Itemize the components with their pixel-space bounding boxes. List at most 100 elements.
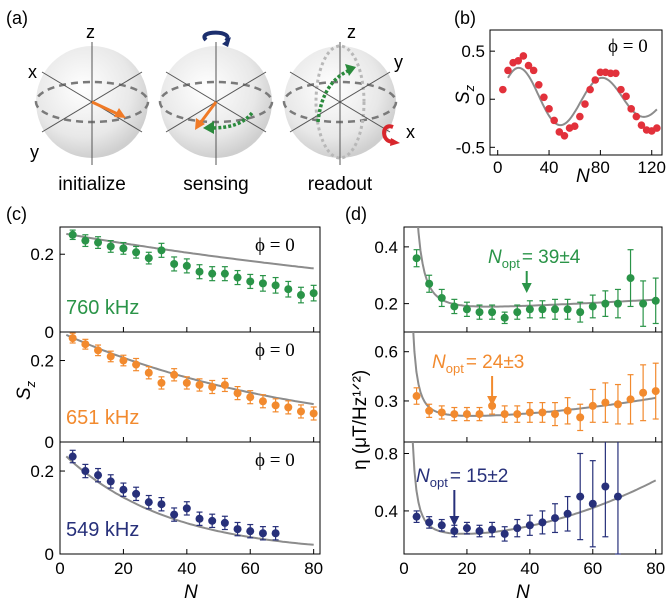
data-point (450, 410, 459, 419)
axis-label-z: z (86, 22, 95, 42)
x-tick-label: 0 (493, 158, 502, 177)
data-point (170, 510, 179, 519)
data-point (309, 409, 318, 418)
data-point (576, 413, 585, 422)
phi-annotation: ϕ = 0 (255, 450, 295, 471)
data-point (500, 410, 509, 419)
y-axis-label-subscript: z (23, 380, 38, 388)
data-point (637, 121, 646, 129)
x-tick-label: 20 (457, 559, 476, 578)
y-tick-label: 0.8 (374, 444, 398, 463)
frequency-label: 760 kHz (66, 297, 139, 319)
data-point (529, 66, 538, 75)
x-tick-label: 60 (583, 559, 602, 578)
caption-readout: readout (308, 174, 373, 195)
data-point (499, 85, 507, 94)
n-opt-arrow-head (521, 283, 532, 293)
data-point (651, 296, 660, 305)
y-tick-label: -0.5 (456, 138, 485, 157)
x-tick-label: 80 (304, 559, 323, 578)
panel-label-d: (d) (345, 204, 367, 224)
n-opt-subscript: opt (446, 361, 464, 376)
data-point (182, 504, 191, 513)
data-point (258, 397, 267, 406)
n-opt-value: = 24±3 (466, 352, 525, 373)
data-point (462, 410, 471, 419)
x-axis-label: N (576, 166, 590, 187)
data-point (576, 112, 584, 121)
axis-label-y: y (30, 142, 39, 162)
y-tick-label: 0.3 (374, 392, 398, 411)
data-point (157, 500, 166, 509)
n-opt-symbol: N (432, 352, 446, 373)
data-point (170, 259, 179, 268)
data-point (132, 248, 141, 257)
data-point (425, 279, 434, 288)
y-tick-label: 0 (45, 433, 54, 452)
data-point (437, 521, 446, 530)
data-point (106, 242, 115, 251)
x-tick-label: 0 (55, 559, 64, 578)
data-point (271, 281, 280, 290)
subplot-3: 0.8 0.4 Nopt = 15±2 (374, 441, 663, 555)
data-point (462, 524, 471, 533)
x-tick-label: 80 (646, 559, 665, 578)
data-point (525, 408, 534, 417)
data-point (588, 401, 597, 410)
data-point (119, 485, 128, 494)
plot-frame (403, 226, 663, 333)
data-point (651, 387, 660, 396)
data-point (601, 299, 610, 308)
data-point (622, 92, 630, 101)
bloch-sphere-initialize: z x y initialize (28, 22, 150, 195)
n-opt-arrow-head (449, 516, 460, 526)
caption-initialize: initialize (58, 174, 126, 195)
x-tick-label: 40 (540, 158, 559, 177)
y-tick-label: 0.2 (30, 352, 54, 371)
data-point (144, 254, 153, 263)
data-point (119, 244, 128, 253)
bloch-sphere-readout: z y x readout (282, 22, 415, 195)
y-tick-label: 0.6 (374, 343, 398, 362)
data-point (551, 514, 560, 523)
data-point (284, 403, 293, 412)
data-point (576, 308, 585, 317)
x-tick-label: 120 (638, 158, 666, 177)
data-point (653, 124, 661, 132)
data-point (563, 509, 572, 518)
data-point (170, 370, 179, 379)
y-axis-label: Sz (453, 84, 477, 104)
data-point (144, 498, 153, 507)
data-point (551, 410, 560, 419)
data-point (626, 274, 635, 283)
data-point (513, 524, 522, 533)
data-point (437, 293, 446, 302)
data-point (613, 400, 622, 409)
panel-label-b: (b) (454, 8, 476, 28)
n-opt-annotation: Nopt = 39±4 (488, 247, 581, 271)
data-point (613, 492, 622, 501)
data-point (525, 521, 534, 530)
data-point (258, 279, 267, 288)
data-point (437, 408, 446, 417)
plot-frame (59, 441, 321, 555)
bloch-sphere-sensing: sensing (158, 30, 274, 195)
y-axis-label: η (μT/Hz¹ᐟ²) (350, 370, 371, 470)
x-tick-label: 20 (114, 559, 133, 578)
data-point (540, 93, 548, 102)
data-point (68, 230, 77, 239)
panel-label-a: (a) (6, 8, 28, 28)
data-point (233, 525, 242, 534)
n-opt-annotation: Nopt = 24±3 (432, 352, 524, 376)
data-point (220, 518, 229, 527)
data-point (500, 313, 509, 322)
axis-label-x: x (28, 62, 37, 82)
data-point (119, 356, 128, 365)
rotation-icon-z (202, 30, 230, 43)
data-point (576, 492, 585, 501)
data-point (586, 85, 594, 94)
data-point (591, 76, 600, 84)
data-point (271, 529, 280, 538)
data-point (545, 105, 553, 113)
data-point (132, 489, 141, 498)
